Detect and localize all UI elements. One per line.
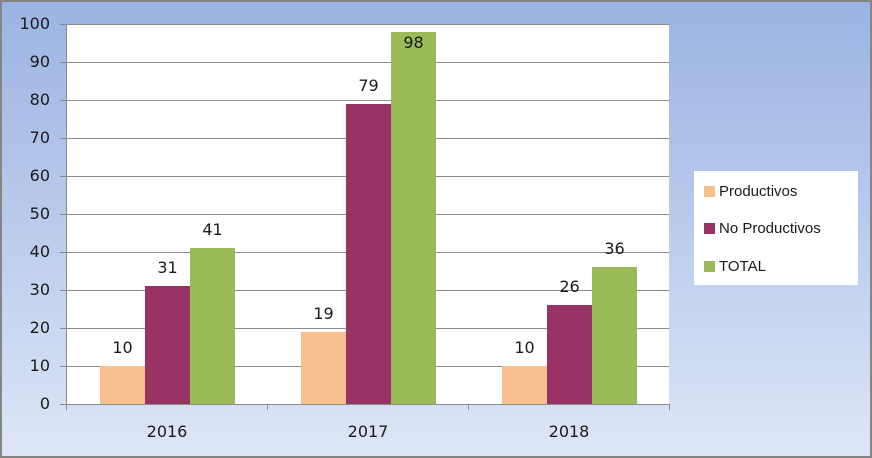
y-tick-label: 40 xyxy=(29,242,50,261)
y-tick xyxy=(60,24,66,25)
bar xyxy=(502,366,547,404)
x-axis-line xyxy=(66,404,670,405)
x-tick-label: 2018 xyxy=(548,422,590,441)
bar xyxy=(100,366,145,404)
data-label: 19 xyxy=(313,304,334,323)
x-tick xyxy=(468,404,469,410)
bar xyxy=(592,267,637,404)
y-tick-label: 30 xyxy=(29,280,50,299)
x-tick-label: 2017 xyxy=(347,422,389,441)
y-tick-label: 70 xyxy=(29,128,50,147)
x-tick-label: 2016 xyxy=(146,422,188,441)
legend-item-no-productivos: No Productivos xyxy=(704,218,821,238)
gridline xyxy=(66,24,669,25)
y-tick xyxy=(60,404,66,405)
y-tick-label: 0 xyxy=(39,394,50,413)
legend-label: No Productivos xyxy=(719,219,821,237)
bar xyxy=(301,332,346,404)
y-tick xyxy=(60,214,66,215)
legend-swatch-icon xyxy=(704,185,715,197)
y-tick-label: 50 xyxy=(29,204,50,223)
y-tick-label: 80 xyxy=(29,90,50,109)
y-tick xyxy=(60,138,66,139)
y-tick xyxy=(60,366,66,367)
legend-item-productivos: Productivos xyxy=(704,181,797,201)
y-tick xyxy=(60,290,66,291)
x-tick xyxy=(267,404,268,410)
x-tick xyxy=(66,404,67,410)
gridline xyxy=(66,100,669,101)
gridline xyxy=(66,62,669,63)
y-axis-line xyxy=(66,24,67,404)
legend-label: Productivos xyxy=(719,182,798,200)
y-tick xyxy=(60,252,66,253)
bar xyxy=(145,286,190,404)
legend-item-total: TOTAL xyxy=(704,256,766,276)
data-label: 26 xyxy=(559,277,580,296)
bar xyxy=(391,32,436,404)
data-label: 36 xyxy=(604,239,625,258)
y-tick-label: 100 xyxy=(19,14,50,33)
data-label: 31 xyxy=(157,258,178,277)
data-label: 10 xyxy=(514,338,535,357)
legend: Productivos No Productivos TOTAL xyxy=(694,171,858,285)
bar xyxy=(346,104,391,404)
bar xyxy=(547,305,592,404)
legend-swatch-icon xyxy=(704,260,715,272)
data-label: 79 xyxy=(358,76,379,95)
data-label: 10 xyxy=(112,338,133,357)
y-tick xyxy=(60,176,66,177)
data-label: 41 xyxy=(202,220,223,239)
data-label: 98 xyxy=(403,33,424,52)
y-tick xyxy=(60,100,66,101)
y-tick-label: 10 xyxy=(29,356,50,375)
y-tick xyxy=(60,328,66,329)
y-tick-label: 60 xyxy=(29,166,50,185)
y-tick-label: 20 xyxy=(29,318,50,337)
bar xyxy=(190,248,235,404)
legend-label: TOTAL xyxy=(719,257,766,275)
y-tick-label: 90 xyxy=(29,52,50,71)
y-tick xyxy=(60,62,66,63)
legend-swatch-icon xyxy=(704,222,715,234)
x-tick xyxy=(669,404,670,410)
